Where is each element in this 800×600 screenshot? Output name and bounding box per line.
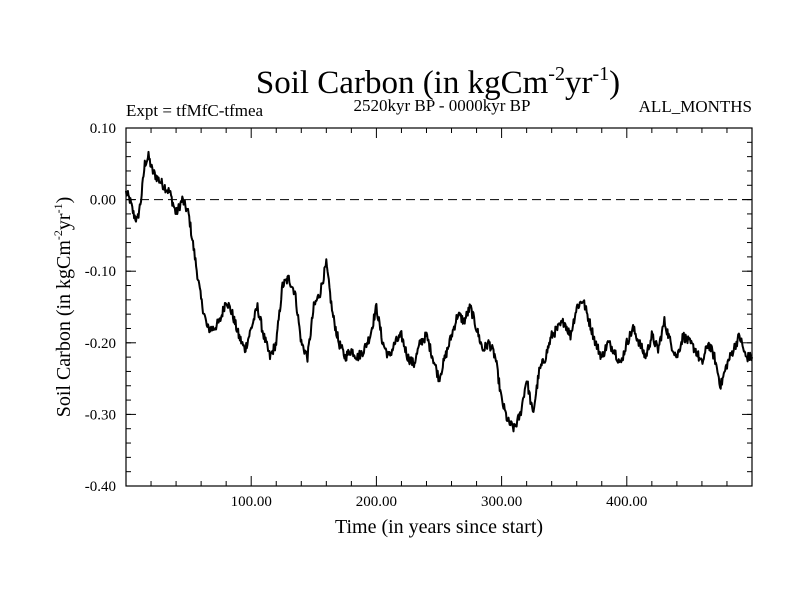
subtitle-experiment: Expt = tfMfC-tfmea — [126, 101, 264, 120]
y-tick-labels: 0.10 0.00 -0.10 -0.20 -0.30 -0.40 — [85, 121, 116, 495]
x-tick-labels: 100.00 200.00 300.00 400.00 — [231, 494, 648, 510]
y-axis-label: Soil Carbon (in kgCm-2yr-1) — [51, 197, 75, 418]
subtitle-months: ALL_MONTHS — [639, 97, 752, 116]
x-tick-label: 300.00 — [481, 494, 522, 510]
series-line-soil-carbon — [125, 150, 753, 433]
x-tick-label: 200.00 — [356, 494, 397, 510]
x-axis-label: Time (in years since start) — [335, 516, 543, 538]
y-tick-label: -0.10 — [85, 264, 116, 280]
y-tick-label: -0.40 — [85, 479, 116, 495]
x-tick-label: 100.00 — [231, 494, 272, 510]
y-tick-label: 0.00 — [90, 193, 116, 209]
axis-ticks — [126, 127, 752, 487]
x-tick-label: 400.00 — [606, 494, 647, 510]
plot-frame — [125, 127, 753, 487]
chart-title: Soil Carbon (in kgCm-2yr-1) — [256, 63, 620, 101]
subtitle-period: 2520kyr BP - 0000kyr BP — [354, 96, 531, 115]
y-tick-label: -0.30 — [85, 407, 116, 423]
y-tick-label: -0.20 — [85, 336, 116, 352]
y-tick-label: 0.10 — [90, 121, 116, 137]
